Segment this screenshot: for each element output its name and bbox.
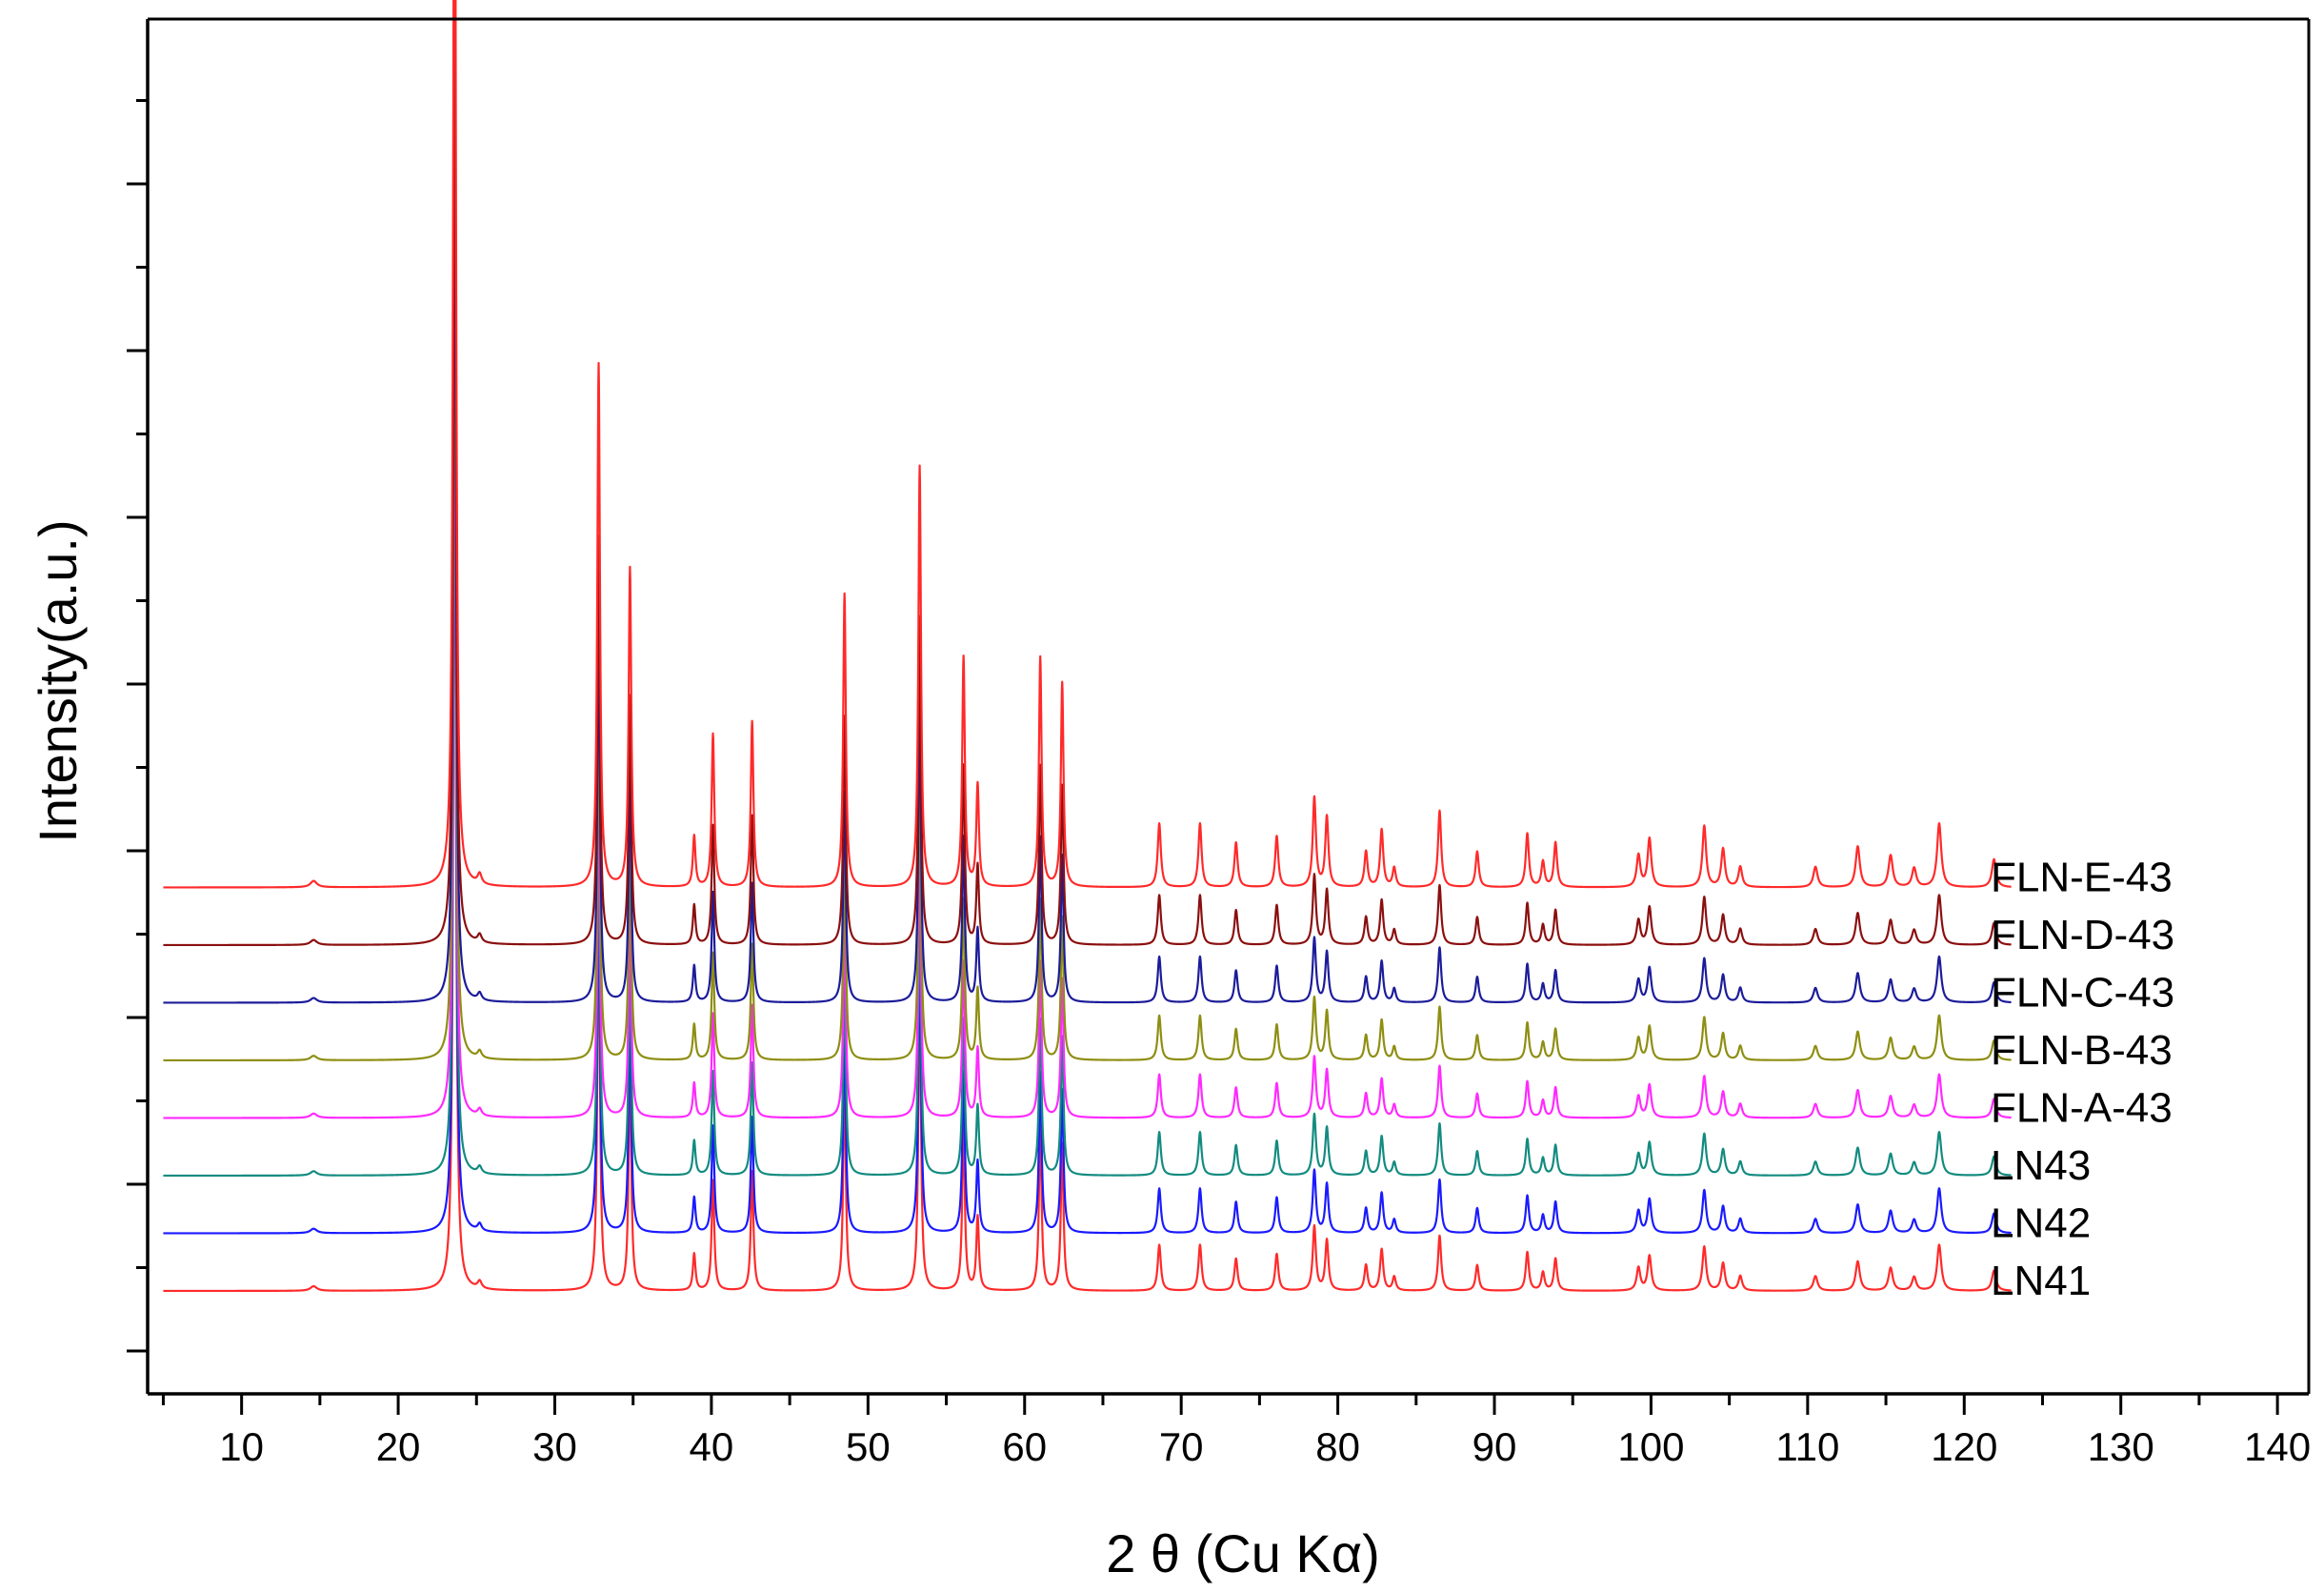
x-tick-label: 60: [1002, 1424, 1047, 1469]
plot-frame: [146, 17, 2311, 1396]
x-tick-label: 140: [2244, 1424, 2311, 1469]
x-axis-ticks: 10 20 30 40 50 60 70 80 90 100 110 120 130 140: [161, 1394, 2311, 1469]
x-tick-label: 50: [846, 1424, 891, 1469]
traces-group: [162, 0, 2013, 1293]
series-line-fln-c-43: [162, 82, 2013, 1004]
x-tick-label: 90: [1473, 1424, 1517, 1469]
series-label-fln-a-43: FLN-A-43: [1991, 1085, 2173, 1132]
series-labels: LN41 LN42 LN43 FLN-A-43 FLN-B-43 FLN-C-43 FLN-…: [1991, 855, 2174, 1305]
x-tick-label: 110: [1775, 1424, 1839, 1469]
x-tick-label: 80: [1315, 1424, 1360, 1469]
x-tick-label: 130: [2088, 1424, 2154, 1469]
series-line-ln42: [162, 338, 2013, 1235]
y-axis-title: Intensity(a.u.): [28, 519, 88, 842]
x-tick-label: 70: [1159, 1424, 1204, 1469]
series-label-ln42: LN42: [1991, 1200, 2091, 1247]
series-line-fln-e-43: [162, 0, 2013, 889]
series-line-fln-d-43: [162, 0, 2013, 947]
x-axis-title: 2 θ (Cu Kα): [1106, 1523, 1380, 1583]
series-line-fln-b-43: [162, 165, 2013, 1062]
y-axis-ticks: [127, 99, 148, 1353]
x-tick-label: 10: [219, 1424, 264, 1469]
x-tick-label: 30: [532, 1424, 577, 1469]
series-label-fln-b-43: FLN-B-43: [1991, 1027, 2173, 1074]
x-tick-label: 40: [690, 1424, 734, 1469]
series-label-ln43: LN43: [1991, 1142, 2091, 1189]
x-tick-label: 100: [1617, 1424, 1684, 1469]
series-line-fln-a-43: [162, 249, 2013, 1119]
series-label-fln-e-43: FLN-E-43: [1991, 855, 2173, 901]
x-tick-label: 120: [1931, 1424, 1997, 1469]
series-line-ln41: [162, 370, 2013, 1293]
series-line-ln43: [162, 306, 2013, 1178]
series-label-fln-d-43: FLN-D-43: [1991, 912, 2174, 958]
x-tick-label: 20: [376, 1424, 421, 1469]
series-label-ln41: LN41: [1991, 1258, 2091, 1304]
series-label-fln-c-43: FLN-C-43: [1991, 970, 2174, 1017]
